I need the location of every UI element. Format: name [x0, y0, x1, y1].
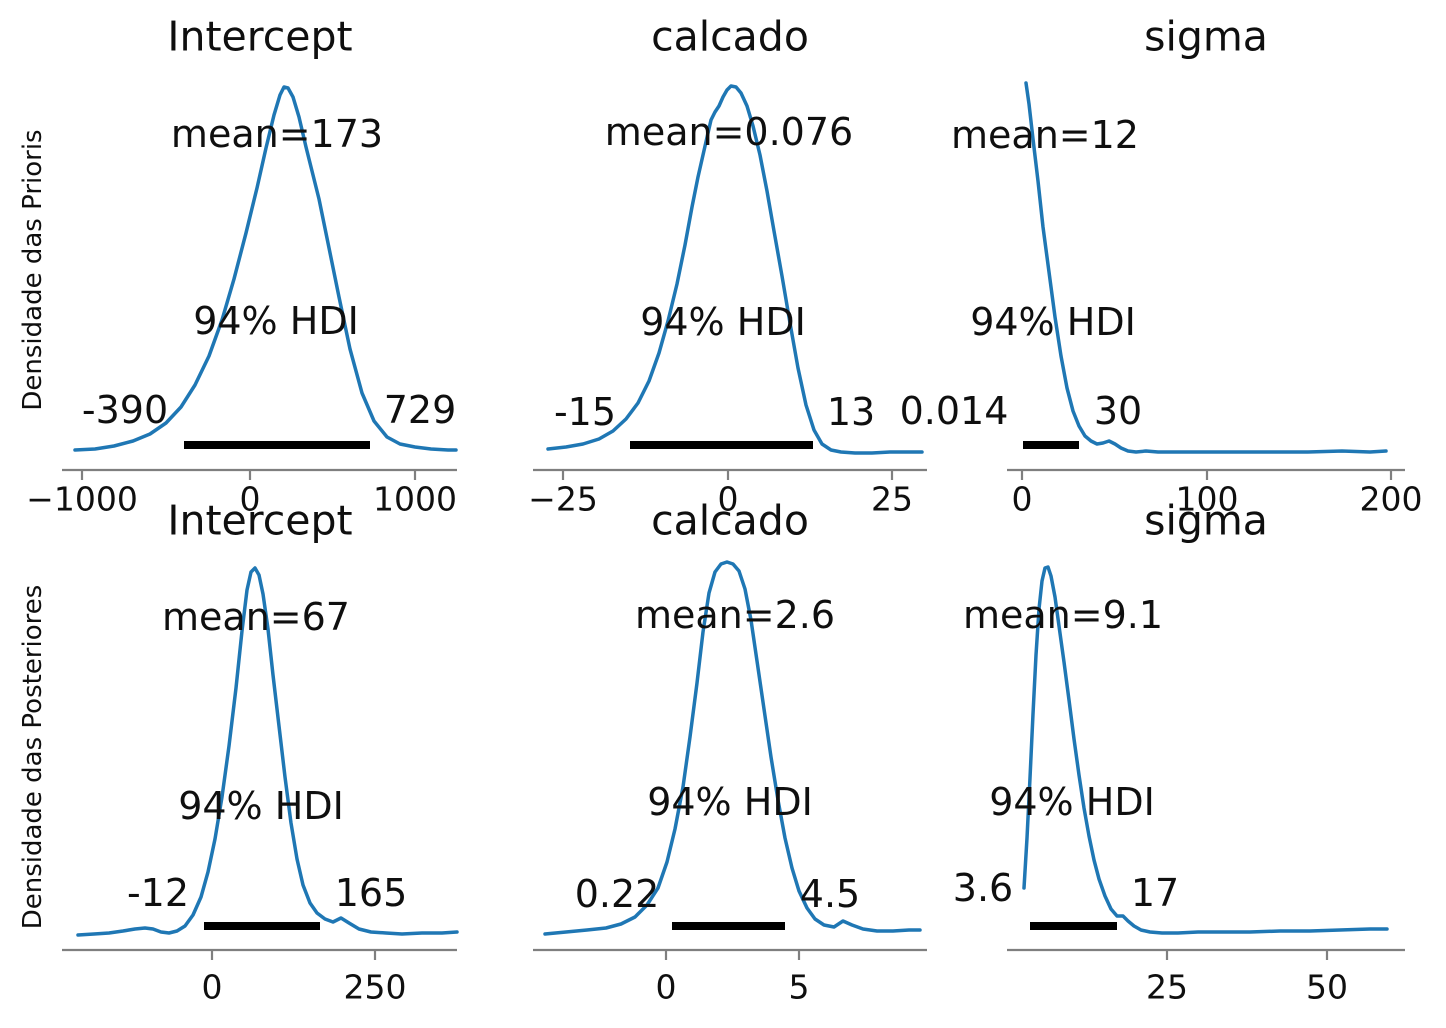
- x-tick-label: 0: [655, 967, 677, 1007]
- hdi-high-label: 729: [383, 388, 457, 432]
- x-tick-label: 0: [1011, 479, 1033, 519]
- hdi-high-label: 17: [1130, 871, 1180, 915]
- hdi-note-label: 94% HDI: [647, 780, 813, 824]
- density-curve: [543, 560, 922, 936]
- mean-label: mean=9.1: [962, 593, 1164, 637]
- hdi-bar: [1030, 922, 1117, 930]
- x-tick-label: −25: [528, 479, 598, 519]
- x-tick-label: 5: [788, 967, 810, 1007]
- x-tick-label: 0: [717, 479, 739, 519]
- hdi-low-label: 3.6: [952, 866, 1014, 910]
- hdi-low-label: -12: [126, 871, 190, 915]
- panel-title: calcado: [651, 12, 809, 61]
- x-tick-label: 0: [201, 967, 223, 1007]
- hdi-low-label: 0.014: [899, 389, 1009, 433]
- x-tick-label: 25: [1146, 967, 1188, 1007]
- density-curve: [76, 566, 459, 937]
- hdi-bar: [184, 441, 370, 449]
- mean-label: mean=173: [170, 112, 384, 156]
- panel-title: sigma: [1144, 496, 1268, 545]
- panel-title: Intercept: [167, 12, 353, 61]
- hdi-note-label: 94% HDI: [640, 300, 806, 344]
- hdi-note-label: 94% HDI: [989, 780, 1155, 824]
- mean-label: mean=67: [162, 595, 350, 639]
- density-curve: [546, 84, 924, 455]
- panel-title: calcado: [651, 496, 809, 545]
- hdi-low-label: 0.22: [574, 872, 660, 916]
- hdi-low-label: -390: [81, 388, 169, 432]
- hdi-low-label: -15: [553, 390, 617, 434]
- x-tick-label: 1000: [373, 479, 457, 519]
- hdi-high-label: 4.5: [799, 872, 861, 916]
- hdi-note-label: 94% HDI: [193, 299, 359, 343]
- hdi-bar: [672, 922, 785, 930]
- hdi-bar: [204, 922, 320, 930]
- density-curve: [73, 85, 458, 452]
- x-tick-label: 250: [343, 967, 407, 1007]
- x-tick-label: 0: [239, 479, 261, 519]
- hdi-high-label: 165: [334, 871, 408, 915]
- y-axis-label-posteriors: Densidade das Posteriores: [18, 584, 48, 930]
- x-tick-label: 100: [1175, 479, 1239, 519]
- hdi-note-label: 94% HDI: [178, 784, 344, 828]
- mean-label: mean=2.6: [634, 593, 836, 637]
- x-tick-label: 50: [1306, 967, 1348, 1007]
- hdi-bar: [630, 441, 813, 449]
- density-curve: [1022, 565, 1389, 935]
- x-tick-label: −1000: [26, 479, 138, 519]
- x-tick-label: 200: [1359, 479, 1423, 519]
- mean-label: mean=0.076: [604, 110, 854, 154]
- hdi-note-label: 94% HDI: [970, 300, 1136, 344]
- hdi-high-label: 13: [826, 390, 876, 434]
- hdi-bar: [1023, 441, 1079, 449]
- x-tick-label: 25: [871, 479, 913, 519]
- panel-title: Intercept: [167, 496, 353, 545]
- panel-title: sigma: [1144, 12, 1268, 61]
- density-curve: [1024, 81, 1388, 454]
- mean-label: mean=12: [951, 113, 1139, 157]
- hdi-high-label: 30: [1093, 389, 1143, 433]
- y-axis-label-priors: Densidade das Prioris: [18, 129, 48, 411]
